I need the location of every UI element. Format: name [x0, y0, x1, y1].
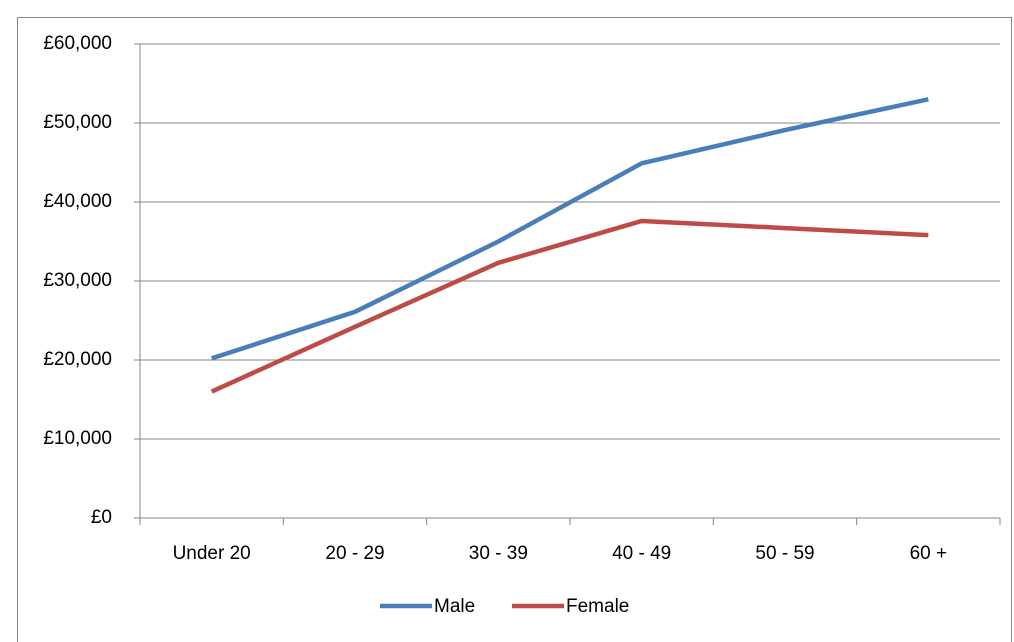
x-tick-label: 60 +	[910, 543, 948, 564]
chart-border	[17, 17, 1012, 642]
y-tick-label: £40,000	[43, 191, 112, 212]
x-tick-label: 50 - 59	[755, 543, 814, 564]
x-tick-label: 30 - 39	[469, 543, 528, 564]
legend-label: Male	[434, 596, 475, 617]
y-tick-label: £50,000	[43, 112, 112, 133]
y-tick-label: £10,000	[43, 428, 112, 449]
x-tick-label: 20 - 29	[325, 543, 384, 564]
series-line	[210, 218, 929, 394]
x-tick-label: Under 20	[173, 543, 251, 564]
y-tick-label: £30,000	[43, 270, 112, 291]
x-tick-label: 40 - 49	[612, 543, 671, 564]
series-line	[210, 97, 929, 361]
y-tick-label: £60,000	[43, 33, 112, 54]
y-tick-label: £0	[91, 507, 112, 528]
y-tick-label: £20,000	[43, 349, 112, 370]
legend-label: Female	[566, 596, 629, 617]
